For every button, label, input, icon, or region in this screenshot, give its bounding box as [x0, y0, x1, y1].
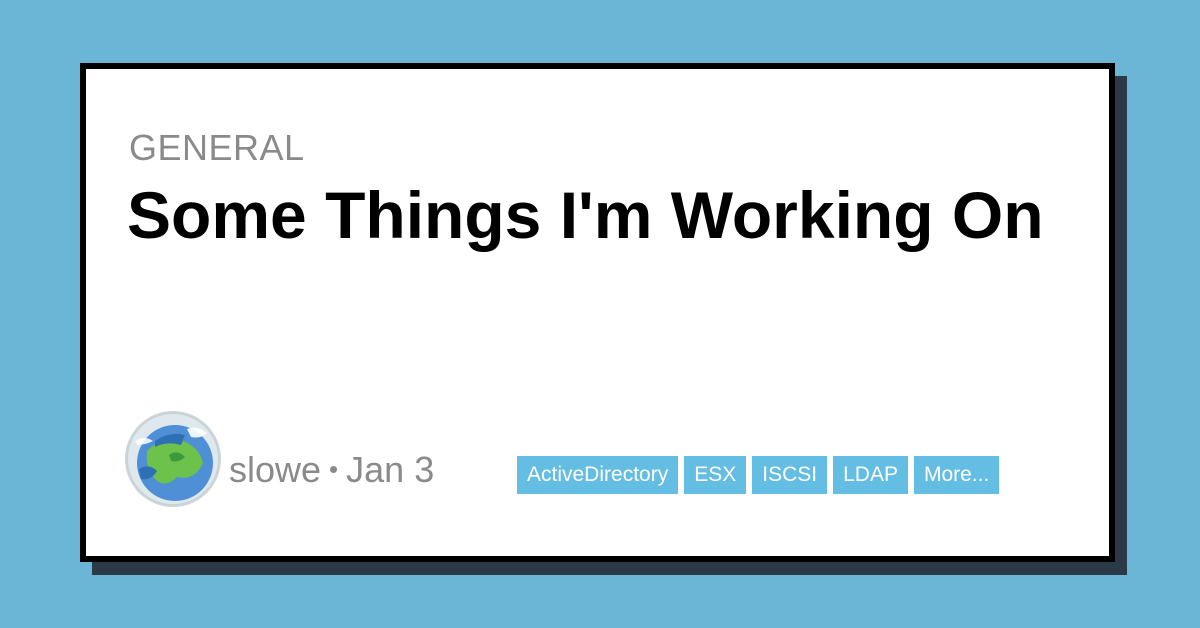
author-name[interactable]: slowe — [229, 449, 322, 490]
tag-more[interactable]: More... — [913, 456, 1000, 494]
post-category[interactable]: GENERAL — [129, 127, 305, 168]
post-title[interactable]: Some Things I'm Working On — [127, 178, 1044, 252]
post-date: Jan 3 — [346, 449, 435, 490]
meta-separator: • — [329, 454, 339, 484]
post-meta: slowe • Jan 3 — [229, 449, 434, 491]
post-card[interactable]: GENERAL Some Things I'm Working On slowe… — [80, 63, 1115, 562]
tag-esx[interactable]: ESX — [684, 456, 747, 494]
author-avatar[interactable] — [125, 411, 221, 507]
tag-activedirectory[interactable]: ActiveDirectory — [517, 456, 679, 494]
tag-iscsi[interactable]: ISCSI — [752, 456, 828, 494]
tag-ldap[interactable]: LDAP — [833, 456, 908, 494]
globe-illustration-icon — [126, 412, 220, 506]
tag-list: ActiveDirectory ESX ISCSI LDAP More... — [517, 456, 1000, 494]
